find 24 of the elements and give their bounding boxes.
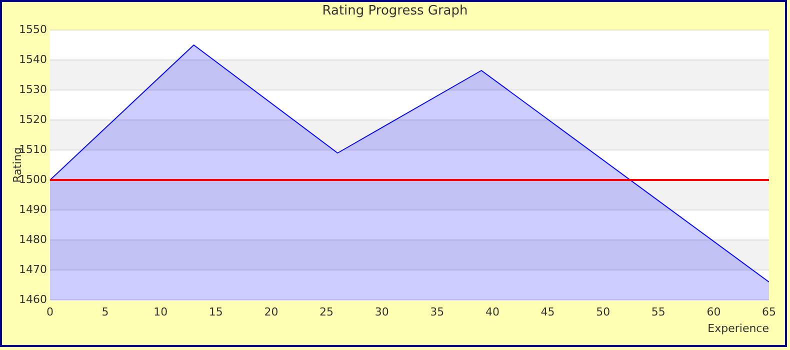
x-tick-label: 45 xyxy=(540,305,555,318)
y-tick-label: 1470 xyxy=(19,262,47,276)
x-tick-label: 0 xyxy=(46,305,54,318)
x-tick-label: 5 xyxy=(102,305,109,318)
y-tick-label: 1490 xyxy=(19,202,47,216)
x-tick-label: 20 xyxy=(264,305,278,318)
y-tick-label: 1480 xyxy=(19,232,47,246)
x-tick-label: 65 xyxy=(762,305,776,318)
x-tick-label: 30 xyxy=(374,305,389,318)
x-tick-label: 55 xyxy=(651,305,666,318)
x-axis-title: Experience xyxy=(708,322,770,335)
y-tick-label: 1540 xyxy=(19,52,47,66)
x-tick-label: 50 xyxy=(596,305,610,318)
y-tick-label: 1520 xyxy=(19,112,47,126)
x-tick-label: 25 xyxy=(320,305,334,318)
x-tick-label: 35 xyxy=(430,305,444,318)
x-tick-label: 15 xyxy=(208,305,223,318)
y-tick-label: 1530 xyxy=(19,82,47,96)
y-tick-label: 1460 xyxy=(19,292,47,306)
x-tick-label: 40 xyxy=(485,305,500,318)
y-tick-label: 1550 xyxy=(19,22,47,36)
x-tick-label: 10 xyxy=(154,305,168,318)
x-tick-label: 60 xyxy=(706,305,721,318)
chart-title: Rating Progress Graph xyxy=(322,3,468,18)
